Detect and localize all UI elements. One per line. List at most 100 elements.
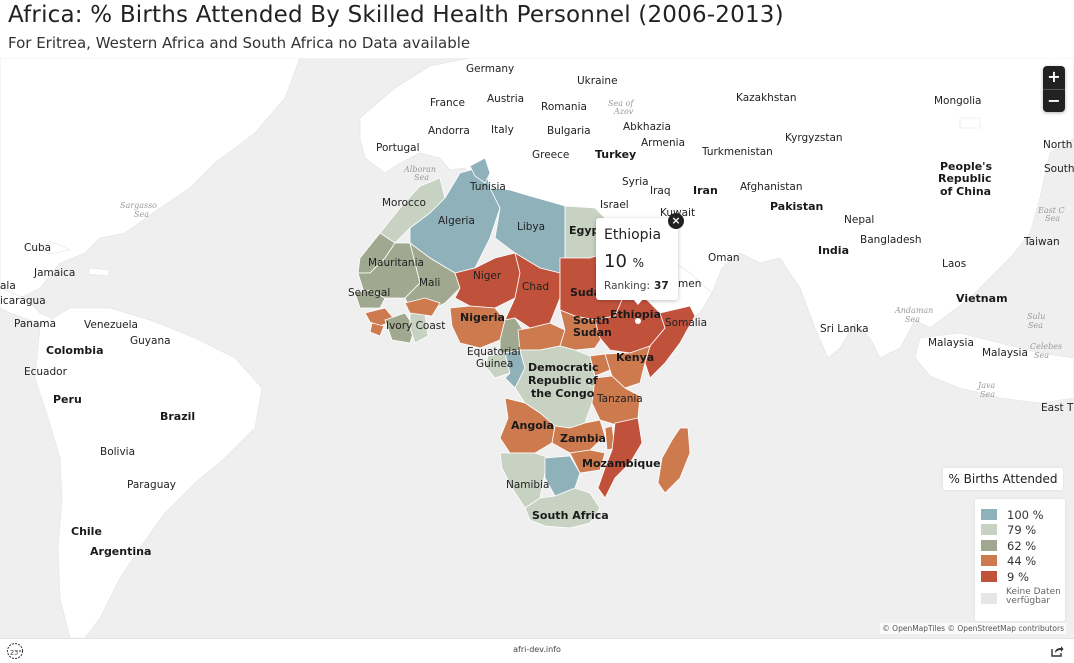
- legend-item: 100 %: [981, 508, 1044, 522]
- country-tunisia: [469, 157, 491, 184]
- svg-text:Turkmenistan: Turkmenistan: [701, 146, 773, 158]
- svg-text:Portugal: Portugal: [376, 142, 420, 154]
- country-tooltip: Ethiopia 10 % Ranking: 37: [596, 218, 678, 300]
- svg-text:Sea: Sea: [1045, 214, 1060, 223]
- country-burkina-faso: [404, 297, 441, 317]
- svg-text:Sea: Sea: [134, 210, 149, 219]
- svg-text:Vietnam: Vietnam: [956, 292, 1008, 305]
- svg-text:Chile: Chile: [71, 525, 102, 538]
- svg-text:Tanzania: Tanzania: [596, 393, 643, 405]
- zoom-divider: [1043, 89, 1065, 90]
- svg-text:Democratic: Democratic: [528, 361, 599, 374]
- svg-text:Ivory Coast: Ivory Coast: [386, 320, 445, 332]
- svg-text:Zambia: Zambia: [560, 432, 606, 445]
- svg-text:Sargasso: Sargasso: [120, 201, 157, 210]
- svg-text:Sudan: Sudan: [573, 326, 612, 339]
- landmass-indonesia: [914, 332, 1074, 404]
- svg-text:Alboran: Alboran: [403, 165, 436, 174]
- svg-text:Chad: Chad: [522, 281, 549, 293]
- country-zambia: [551, 419, 606, 454]
- svg-text:Mali: Mali: [419, 277, 440, 289]
- landmass-south-america: [34, 307, 263, 638]
- svg-text:Argentina: Argentina: [90, 545, 151, 558]
- svg-text:Senegal: Senegal: [348, 287, 390, 299]
- svg-text:Sea: Sea: [414, 173, 429, 182]
- legend-item: 62 %: [981, 539, 1036, 553]
- svg-text:Armenia: Armenia: [641, 137, 685, 149]
- tooltip-ranking-value: 37: [654, 280, 669, 292]
- svg-text:Niger: Niger: [473, 270, 502, 282]
- tooltip-value: 10 %: [604, 251, 644, 272]
- svg-text:Laos: Laos: [942, 258, 966, 270]
- svg-text:ala: ala: [0, 280, 16, 292]
- legend-label: 9 %: [1007, 570, 1029, 584]
- svg-text:Pakistan: Pakistan: [770, 200, 823, 213]
- svg-text:of China: of China: [940, 185, 991, 198]
- country-gabon: [484, 352, 511, 379]
- svg-text:icaragua: icaragua: [0, 295, 46, 307]
- legend: 100 % 79 % 62 % 44 % 9 % Keine Daten verf…: [975, 499, 1065, 621]
- legend-swatch-no-data: [981, 593, 997, 604]
- svg-text:Austria: Austria: [487, 93, 524, 105]
- land: [0, 58, 1074, 638]
- logo-icon: 23°: [7, 643, 23, 659]
- svg-text:Abkhazia: Abkhazia: [623, 121, 671, 133]
- ethiopia-marker: [635, 318, 641, 324]
- svg-text:Kyrgyzstan: Kyrgyzstan: [785, 132, 843, 144]
- tooltip-ranking-label: Ranking:: [604, 280, 651, 292]
- svg-text:Colombia: Colombia: [46, 344, 104, 357]
- country-south-sudan: [559, 309, 606, 351]
- map-canvas[interactable]: Sea of Azov Alboran Sea Sargasso Sea Eas…: [0, 58, 1074, 638]
- svg-text:Republic: Republic: [938, 172, 992, 185]
- svg-text:Panama: Panama: [14, 318, 56, 330]
- svg-text:Sea: Sea: [905, 315, 920, 324]
- svg-text:Sri Lanka: Sri Lanka: [820, 323, 869, 335]
- svg-text:People's: People's: [940, 160, 993, 173]
- country-kenya: [604, 345, 651, 389]
- svg-text:Tunisia: Tunisia: [469, 181, 506, 193]
- map[interactable]: Sea of Azov Alboran Sea Sargasso Sea Eas…: [0, 58, 1074, 638]
- tooltip-value-unit: %: [632, 256, 645, 270]
- legend-swatch: [981, 524, 997, 535]
- country-senegal: [354, 289, 386, 309]
- map-attribution[interactable]: © OpenMapTiles © OpenStreetMap contribut…: [880, 623, 1066, 634]
- svg-text:Equatorial: Equatorial: [467, 346, 521, 358]
- svg-text:East Tir: East Tir: [1041, 402, 1074, 414]
- legend-swatch: [981, 555, 997, 566]
- legend-no-data-label: Keine Daten verfügbar: [1006, 587, 1061, 606]
- share-icon[interactable]: [1050, 643, 1064, 657]
- header: Africa: % Births Attended By Skilled Hea…: [0, 0, 1074, 58]
- svg-text:Venezuela: Venezuela: [84, 319, 138, 331]
- legend-swatch: [981, 509, 997, 520]
- svg-text:Sea: Sea: [1028, 321, 1043, 330]
- svg-text:Nigeria: Nigeria: [460, 311, 505, 324]
- zoom-out-button[interactable]: −: [1047, 91, 1061, 110]
- tooltip-ranking: Ranking: 37: [604, 280, 669, 292]
- zoom-control: + −: [1043, 66, 1065, 112]
- svg-text:Kazakhstan: Kazakhstan: [736, 92, 797, 104]
- landmass-caribbean: [29, 242, 111, 277]
- svg-text:South: South: [573, 314, 609, 327]
- legend-item: 9 %: [981, 570, 1029, 584]
- svg-text:Suda: Suda: [570, 286, 601, 299]
- svg-text:Ethiopia: Ethiopia: [610, 308, 661, 321]
- svg-text:Malaysia: Malaysia: [982, 347, 1028, 359]
- svg-text:Kenya: Kenya: [616, 351, 654, 364]
- logo[interactable]: 23°: [6, 642, 24, 660]
- svg-text:Peru: Peru: [53, 393, 82, 406]
- svg-text:Paraguay: Paraguay: [127, 479, 176, 491]
- footer-source-link[interactable]: afri-dev.info: [513, 645, 561, 654]
- svg-text:Bolivia: Bolivia: [100, 446, 135, 458]
- svg-text:Republic of: Republic of: [528, 374, 598, 387]
- zoom-in-button[interactable]: +: [1047, 67, 1061, 86]
- svg-text:Sea of: Sea of: [608, 99, 635, 108]
- svg-text:France: France: [430, 97, 465, 109]
- svg-text:Andaman: Andaman: [894, 306, 933, 315]
- svg-text:Afghanistan: Afghanistan: [740, 181, 803, 193]
- tooltip-close-button[interactable]: ×: [668, 213, 684, 229]
- svg-text:Sea: Sea: [980, 390, 995, 399]
- svg-text:Egyp: Egyp: [569, 224, 600, 237]
- page-subtitle: For Eritrea, Western Africa and South Af…: [8, 34, 471, 52]
- svg-text:Libya: Libya: [517, 221, 545, 233]
- svg-text:Algeria: Algeria: [438, 215, 475, 227]
